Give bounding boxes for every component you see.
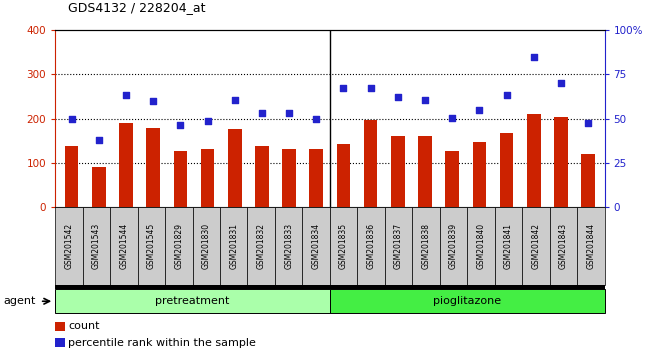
Text: GSM201837: GSM201837 — [394, 223, 403, 269]
Bar — [146, 128, 160, 207]
Point — [583, 120, 593, 126]
Point — [501, 92, 512, 98]
Point — [447, 115, 458, 120]
Text: GSM201832: GSM201832 — [257, 223, 266, 269]
Text: percentile rank within the sample: percentile rank within the sample — [68, 338, 256, 348]
Point — [474, 107, 485, 113]
Text: count: count — [68, 321, 99, 331]
Bar — [309, 149, 323, 207]
Text: GSM201839: GSM201839 — [449, 223, 458, 269]
Bar — [55, 338, 65, 347]
Point — [202, 118, 213, 124]
Point — [257, 110, 267, 116]
Bar — [391, 136, 405, 207]
Bar — [255, 147, 268, 207]
Text: GSM201836: GSM201836 — [367, 223, 376, 269]
Point — [556, 80, 566, 86]
Point — [94, 137, 104, 143]
Point — [175, 122, 185, 128]
Point — [148, 98, 159, 104]
Bar — [554, 117, 568, 207]
Text: GSM201831: GSM201831 — [229, 223, 239, 269]
Text: GSM201544: GSM201544 — [120, 223, 129, 269]
Point — [284, 110, 294, 116]
Bar — [581, 154, 595, 207]
Text: GSM201543: GSM201543 — [92, 223, 101, 269]
Text: GSM201844: GSM201844 — [586, 223, 595, 269]
Text: GSM201840: GSM201840 — [476, 223, 486, 269]
Bar — [473, 143, 486, 207]
Point — [66, 116, 77, 121]
Text: pioglitazone: pioglitazone — [433, 296, 501, 306]
Text: GSM201830: GSM201830 — [202, 223, 211, 269]
Point — [229, 97, 240, 102]
Bar — [282, 149, 296, 207]
Bar — [174, 151, 187, 207]
Text: GSM201829: GSM201829 — [174, 223, 183, 269]
Point — [121, 92, 131, 98]
Text: GSM201833: GSM201833 — [284, 223, 293, 269]
Bar — [445, 152, 459, 207]
Text: GDS4132 / 228204_at: GDS4132 / 228204_at — [68, 1, 206, 14]
Bar — [55, 322, 65, 331]
Point — [338, 86, 348, 91]
Bar — [418, 136, 432, 207]
Text: GSM201542: GSM201542 — [64, 223, 73, 269]
Text: pretreatment: pretreatment — [155, 296, 229, 306]
Bar — [119, 123, 133, 207]
Bar — [65, 146, 79, 207]
Bar — [527, 114, 541, 207]
Bar — [92, 167, 105, 207]
Bar — [500, 133, 514, 207]
Text: GSM201835: GSM201835 — [339, 223, 348, 269]
Text: GSM201545: GSM201545 — [147, 223, 156, 269]
Text: GSM201842: GSM201842 — [531, 223, 540, 269]
Text: GSM201843: GSM201843 — [559, 223, 568, 269]
Point — [528, 54, 539, 59]
Text: GSM201838: GSM201838 — [421, 223, 430, 269]
Point — [365, 85, 376, 91]
Bar — [337, 144, 350, 207]
Bar — [201, 149, 214, 207]
Point — [420, 97, 430, 102]
Bar — [364, 120, 378, 207]
Point — [393, 95, 403, 100]
Text: GSM201841: GSM201841 — [504, 223, 513, 269]
Text: agent: agent — [3, 296, 36, 306]
Bar — [228, 129, 242, 207]
Text: GSM201834: GSM201834 — [311, 223, 320, 269]
Point — [311, 116, 322, 121]
